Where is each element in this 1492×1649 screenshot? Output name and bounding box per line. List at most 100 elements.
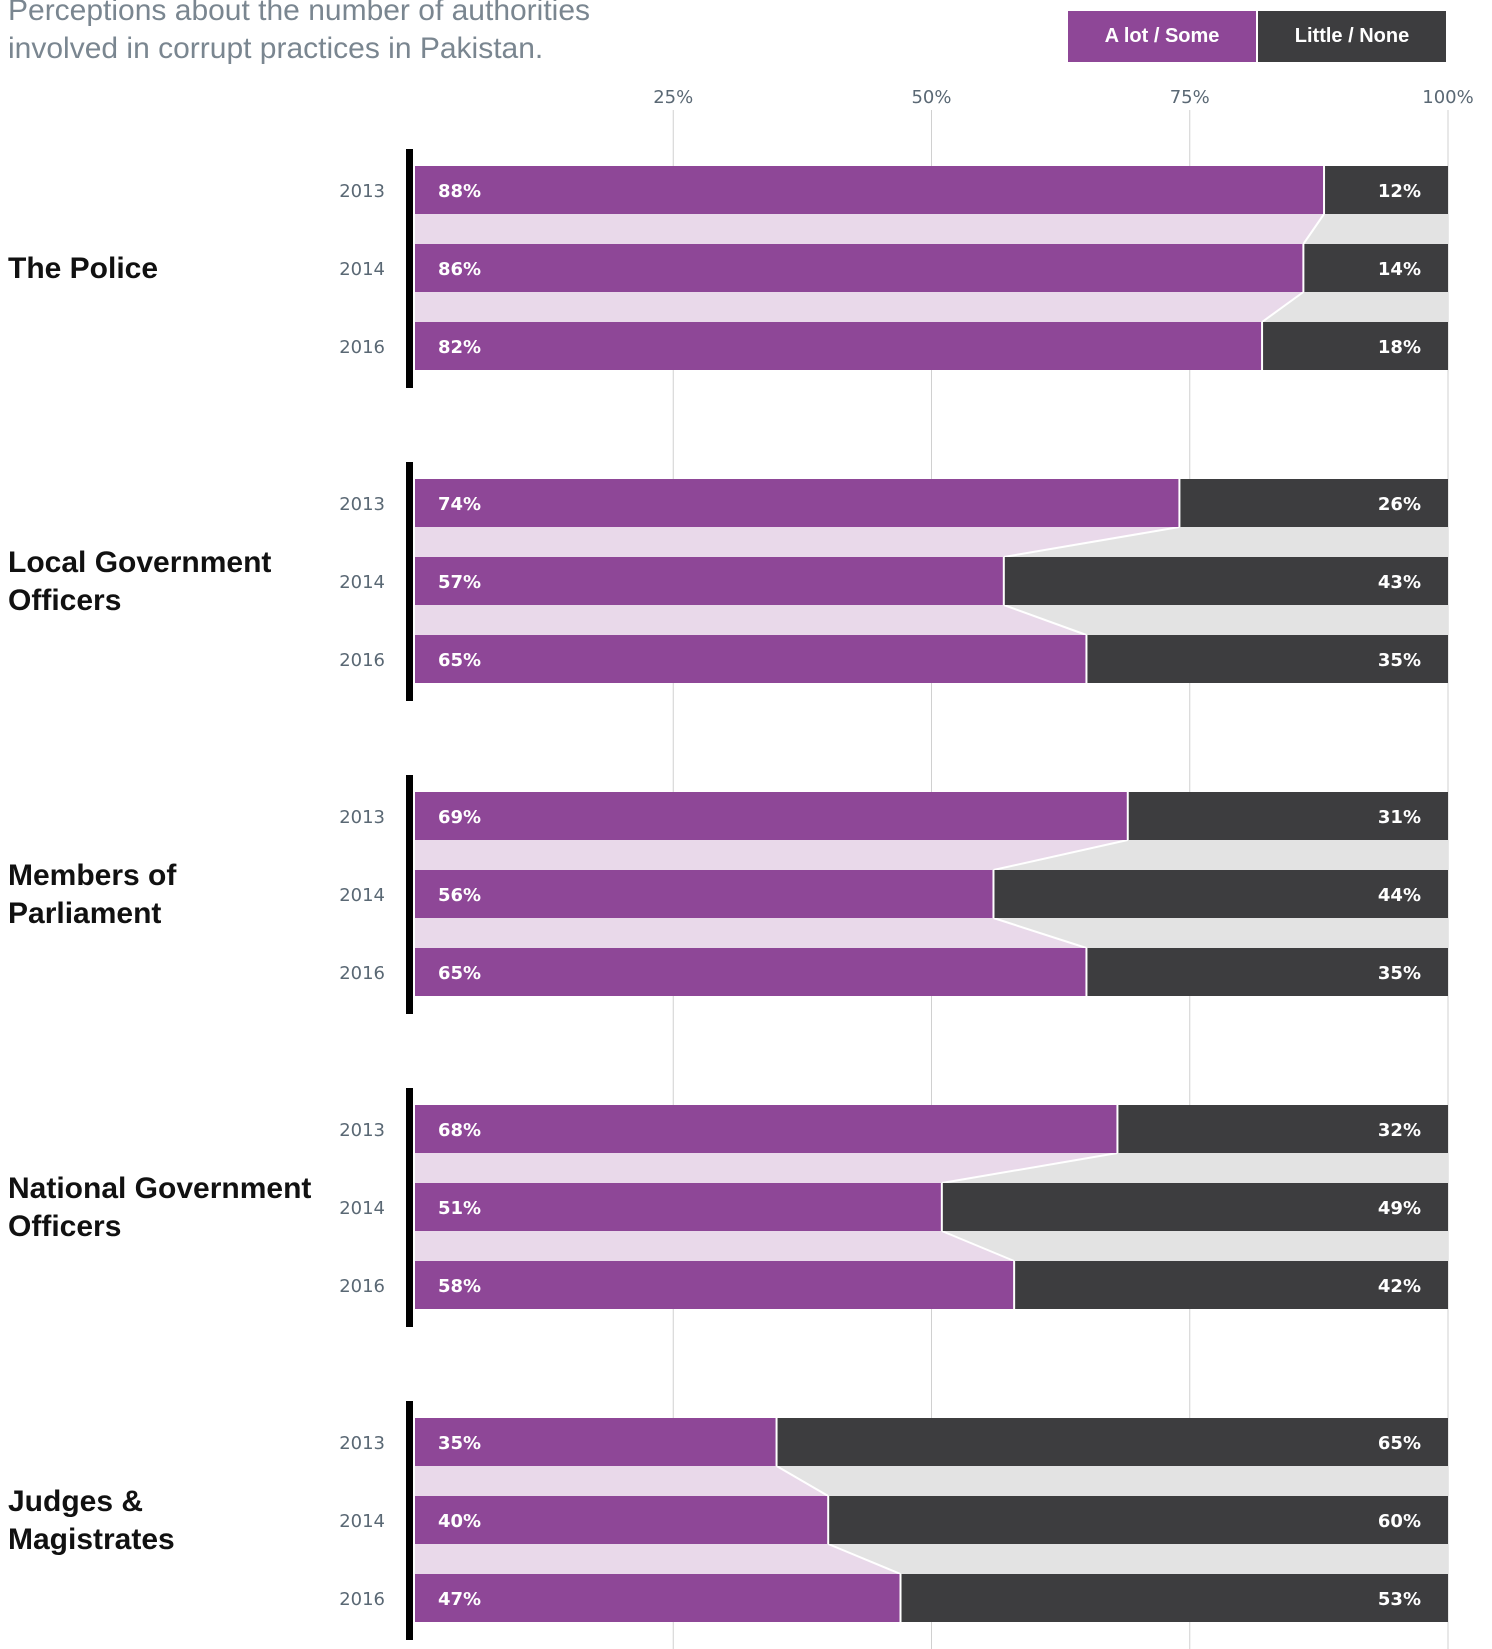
value-label-little-none: 31% bbox=[1378, 807, 1421, 828]
band-a-lot-some bbox=[415, 1231, 1015, 1261]
value-label-little-none: 42% bbox=[1378, 1276, 1421, 1297]
value-label-little-none: 35% bbox=[1378, 963, 1421, 984]
category-label: Officers bbox=[8, 584, 121, 617]
band-little-none bbox=[941, 1153, 1448, 1183]
x-tick-label: 100% bbox=[1422, 87, 1473, 108]
band-little-none bbox=[1262, 292, 1448, 322]
bar-a-lot-some bbox=[415, 479, 1179, 527]
band-little-none bbox=[828, 1544, 1448, 1574]
band-divider bbox=[993, 839, 1128, 871]
category-label: The Police bbox=[8, 252, 158, 285]
value-label-a-lot-some: 82% bbox=[438, 337, 481, 358]
value-label-a-lot-some: 56% bbox=[438, 885, 481, 906]
x-tick-label: 50% bbox=[911, 87, 951, 108]
band-little-none bbox=[993, 840, 1448, 870]
bar-a-lot-some bbox=[415, 948, 1086, 996]
band-a-lot-some bbox=[415, 214, 1325, 244]
band-divider bbox=[1003, 526, 1180, 558]
value-label-little-none: 18% bbox=[1378, 337, 1421, 358]
value-label-little-none: 32% bbox=[1378, 1120, 1421, 1141]
value-label-a-lot-some: 58% bbox=[438, 1276, 481, 1297]
value-label-a-lot-some: 35% bbox=[438, 1433, 481, 1454]
year-label: 2013 bbox=[339, 807, 385, 828]
value-label-little-none: 12% bbox=[1378, 181, 1421, 202]
bar-a-lot-some bbox=[415, 1574, 900, 1622]
year-label: 2014 bbox=[339, 885, 385, 906]
band-a-lot-some bbox=[415, 1466, 829, 1496]
bar-a-lot-some bbox=[415, 792, 1127, 840]
value-label-little-none: 65% bbox=[1378, 1433, 1421, 1454]
bar-little-none bbox=[777, 1418, 1448, 1466]
bar-little-none bbox=[1304, 244, 1448, 292]
band-divider bbox=[941, 1152, 1118, 1184]
year-label: 2013 bbox=[339, 494, 385, 515]
band-a-lot-some bbox=[415, 918, 1087, 948]
band-divider bbox=[1302, 213, 1325, 245]
value-label-little-none: 53% bbox=[1378, 1589, 1421, 1610]
band-divider bbox=[1261, 291, 1304, 323]
value-label-a-lot-some: 88% bbox=[438, 181, 481, 202]
value-label-a-lot-some: 51% bbox=[438, 1198, 481, 1219]
x-tick-label: 75% bbox=[1170, 87, 1210, 108]
bar-a-lot-some bbox=[415, 166, 1324, 214]
category-label: Magistrates bbox=[8, 1523, 175, 1556]
value-label-a-lot-some: 65% bbox=[438, 650, 481, 671]
value-label-a-lot-some: 40% bbox=[438, 1511, 481, 1532]
year-label: 2014 bbox=[339, 572, 385, 593]
bar-little-none bbox=[1015, 1261, 1448, 1309]
category-label: Officers bbox=[8, 1210, 121, 1243]
value-label-little-none: 35% bbox=[1378, 650, 1421, 671]
band-little-none bbox=[1003, 527, 1448, 557]
category-label: Judges & bbox=[8, 1485, 143, 1518]
bar-a-lot-some bbox=[415, 1418, 776, 1466]
band-a-lot-some bbox=[415, 292, 1304, 322]
band-divider bbox=[827, 1543, 901, 1575]
legend-item-a-lot-some: A lot / Some bbox=[1068, 11, 1256, 62]
bar-little-none bbox=[1087, 635, 1448, 683]
year-label: 2013 bbox=[339, 1433, 385, 1454]
band-divider bbox=[776, 1465, 829, 1497]
year-label: 2016 bbox=[339, 963, 385, 984]
bar-a-lot-some bbox=[415, 1105, 1117, 1153]
band-a-lot-some bbox=[415, 840, 1128, 870]
value-label-a-lot-some: 68% bbox=[438, 1120, 481, 1141]
value-label-little-none: 26% bbox=[1378, 494, 1421, 515]
bar-little-none bbox=[1118, 1105, 1448, 1153]
band-a-lot-some bbox=[415, 1544, 901, 1574]
band-a-lot-some bbox=[415, 1153, 1118, 1183]
legend: A lot / Some Little / None bbox=[1068, 11, 1446, 62]
bar-a-lot-some bbox=[415, 1183, 941, 1231]
bar-a-lot-some bbox=[415, 1261, 1014, 1309]
band-divider bbox=[993, 917, 1087, 949]
band-little-none bbox=[941, 1231, 1448, 1261]
band-a-lot-some bbox=[415, 605, 1087, 635]
band-little-none bbox=[1003, 605, 1448, 635]
bar-little-none bbox=[901, 1574, 1448, 1622]
year-label: 2013 bbox=[339, 181, 385, 202]
bar-little-none bbox=[1325, 166, 1448, 214]
year-label: 2016 bbox=[339, 1276, 385, 1297]
year-label: 2014 bbox=[339, 1198, 385, 1219]
category-rule bbox=[406, 462, 413, 701]
category-rule bbox=[406, 149, 413, 388]
bar-a-lot-some bbox=[415, 1496, 828, 1544]
year-label: 2014 bbox=[339, 1511, 385, 1532]
year-label: 2013 bbox=[339, 1120, 385, 1141]
bar-little-none bbox=[1128, 792, 1448, 840]
bar-little-none bbox=[942, 1183, 1448, 1231]
value-label-a-lot-some: 69% bbox=[438, 807, 481, 828]
band-little-none bbox=[776, 1466, 1448, 1496]
bar-a-lot-some bbox=[415, 870, 993, 918]
value-label-a-lot-some: 65% bbox=[438, 963, 481, 984]
category-label: Members of bbox=[8, 859, 177, 892]
chart-subtitle: Perceptions about the number of authorit… bbox=[8, 0, 591, 65]
year-label: 2016 bbox=[339, 650, 385, 671]
category-rule bbox=[406, 1401, 413, 1640]
bar-a-lot-some bbox=[415, 557, 1003, 605]
value-label-little-none: 49% bbox=[1378, 1198, 1421, 1219]
category-rule bbox=[406, 1088, 413, 1327]
bar-little-none bbox=[829, 1496, 1448, 1544]
x-tick-label: 25% bbox=[653, 87, 693, 108]
band-a-lot-some bbox=[415, 527, 1180, 557]
